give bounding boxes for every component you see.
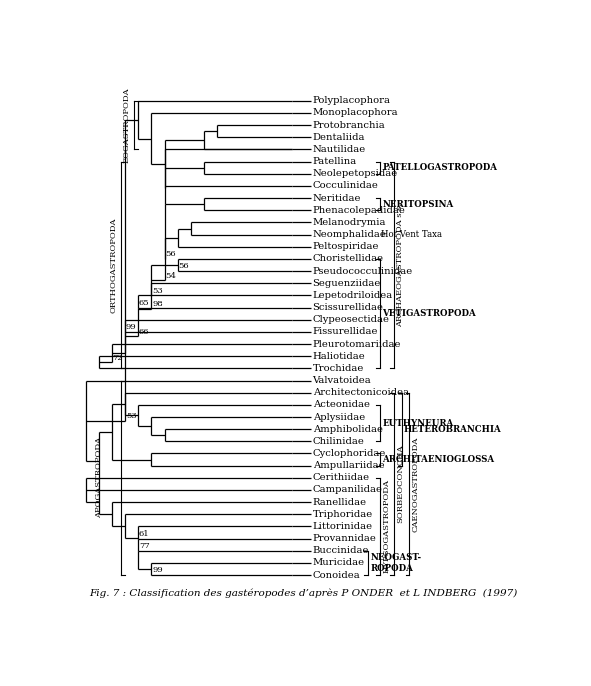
Text: 72: 72: [113, 353, 124, 362]
Text: Ranellidae: Ranellidae: [313, 497, 366, 507]
Text: Valvatoidea: Valvatoidea: [313, 376, 371, 385]
Text: Seguenziidae: Seguenziidae: [313, 279, 381, 287]
Text: Aplysiidae: Aplysiidae: [313, 412, 365, 421]
Text: Melanodrymia: Melanodrymia: [313, 218, 386, 227]
Text: Monoplacophora: Monoplacophora: [313, 108, 398, 117]
Text: 66: 66: [139, 328, 150, 335]
Text: Pseudococculinidae: Pseudococculinidae: [313, 267, 413, 276]
Text: VETIGASTROPODA: VETIGASTROPODA: [382, 309, 476, 318]
Text: Acteonidae: Acteonidae: [313, 401, 369, 410]
Text: Peltospiridae: Peltospiridae: [313, 242, 379, 251]
Text: 61: 61: [139, 530, 150, 538]
Text: 99: 99: [126, 323, 137, 331]
Text: 65: 65: [139, 299, 150, 307]
Text: CAENOGASTROPODA: CAENOGASTROPODA: [412, 436, 420, 532]
Text: ARCHAEOGASTROPODA s.s.: ARCHAEOGASTROPODA s.s.: [396, 203, 404, 327]
Text: Protobranchia: Protobranchia: [313, 121, 385, 130]
Text: Triphoridae: Triphoridae: [313, 510, 373, 519]
Text: Ampullariidae: Ampullariidae: [313, 461, 384, 470]
Text: Pleurotomariidae: Pleurotomariidae: [313, 340, 401, 348]
Text: Fig. 7 : Classification des gastéropodes d’après P ONDER  et L INDBERG  (1997): Fig. 7 : Classification des gastéropodes…: [89, 589, 517, 598]
Text: Chilinidae: Chilinidae: [313, 437, 365, 446]
Text: Campanilidae: Campanilidae: [313, 486, 382, 495]
Text: EOGASTROPODA: EOGASTROPODA: [122, 87, 131, 163]
Text: Cerithiidae: Cerithiidae: [313, 473, 370, 482]
Text: PATELLOGASTROPODA: PATELLOGASTROPODA: [382, 163, 497, 172]
Text: Cocculinidae: Cocculinidae: [313, 181, 378, 191]
Text: HETEROBRANCHIA: HETEROBRANCHIA: [404, 425, 502, 434]
Text: Neritidae: Neritidae: [313, 193, 361, 202]
Text: Littorinidae: Littorinidae: [313, 522, 373, 531]
Text: Conoidea: Conoidea: [313, 571, 361, 580]
Text: Fissurellidae: Fissurellidae: [313, 327, 378, 336]
Text: ARCHITAENIOGLOSSA: ARCHITAENIOGLOSSA: [382, 455, 495, 464]
Text: 99: 99: [152, 567, 163, 574]
Text: 77: 77: [139, 542, 150, 550]
Text: Hot Vent Taxa: Hot Vent Taxa: [381, 230, 442, 239]
Text: Patellina: Patellina: [313, 157, 357, 166]
Text: Clypeosectidae: Clypeosectidae: [313, 315, 389, 324]
Text: Scissurellidae: Scissurellidae: [313, 303, 384, 312]
Text: Cyclophoridae: Cyclophoridae: [313, 449, 386, 458]
Text: Dentaliida: Dentaliida: [313, 133, 365, 142]
Text: 56: 56: [178, 262, 189, 270]
Text: EUTHYNEURA: EUTHYNEURA: [382, 418, 453, 427]
Text: 56: 56: [165, 250, 176, 259]
Text: Haliotidae: Haliotidae: [313, 352, 365, 361]
Text: 53: 53: [152, 287, 163, 295]
Text: Buccinidae: Buccinidae: [313, 546, 369, 555]
Text: Phenacolepadidae: Phenacolepadidae: [313, 206, 405, 215]
Text: Architectonicoidea: Architectonicoidea: [313, 388, 409, 397]
Text: 53: 53: [126, 412, 137, 420]
Text: Muricidae: Muricidae: [313, 558, 365, 567]
Text: APOGASTROPODA: APOGASTROPODA: [96, 437, 103, 519]
Text: Amphibolidae: Amphibolidae: [313, 425, 382, 434]
Text: Nautilidae: Nautilidae: [313, 145, 366, 154]
Text: SORBEOCONCHA: SORBEOCONCHA: [396, 445, 404, 523]
Text: Choristellidae: Choristellidae: [313, 255, 384, 263]
Text: NEOGAST-
ROPODA: NEOGAST- ROPODA: [371, 553, 422, 573]
Text: HYPSOGASTROPODA: HYPSOGASTROPODA: [382, 480, 390, 573]
Text: Trochidae: Trochidae: [313, 364, 364, 373]
Text: ORTHOGASTROPODA: ORTHOGASTROPODA: [109, 217, 118, 313]
Text: Neolepetopsidae: Neolepetopsidae: [313, 169, 398, 178]
Text: 54: 54: [165, 272, 176, 280]
Text: 98: 98: [152, 300, 163, 308]
Text: NERITOPSINA: NERITOPSINA: [382, 200, 453, 209]
Text: Lepetodriloidea: Lepetodriloidea: [313, 291, 393, 300]
Text: Polyplacophora: Polyplacophora: [313, 96, 391, 105]
Text: Neomphalidae: Neomphalidae: [313, 230, 387, 239]
Text: Provannidae: Provannidae: [313, 534, 376, 543]
